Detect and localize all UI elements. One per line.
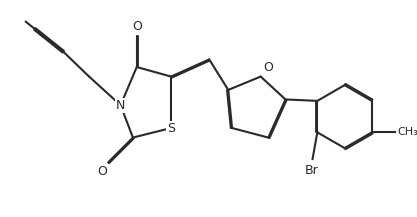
Text: O: O	[132, 20, 142, 33]
Text: O: O	[264, 61, 273, 74]
Text: CH₃: CH₃	[398, 127, 417, 137]
Text: N: N	[116, 99, 125, 112]
Text: O: O	[98, 165, 107, 178]
Text: Br: Br	[305, 164, 319, 177]
Text: S: S	[167, 122, 175, 135]
